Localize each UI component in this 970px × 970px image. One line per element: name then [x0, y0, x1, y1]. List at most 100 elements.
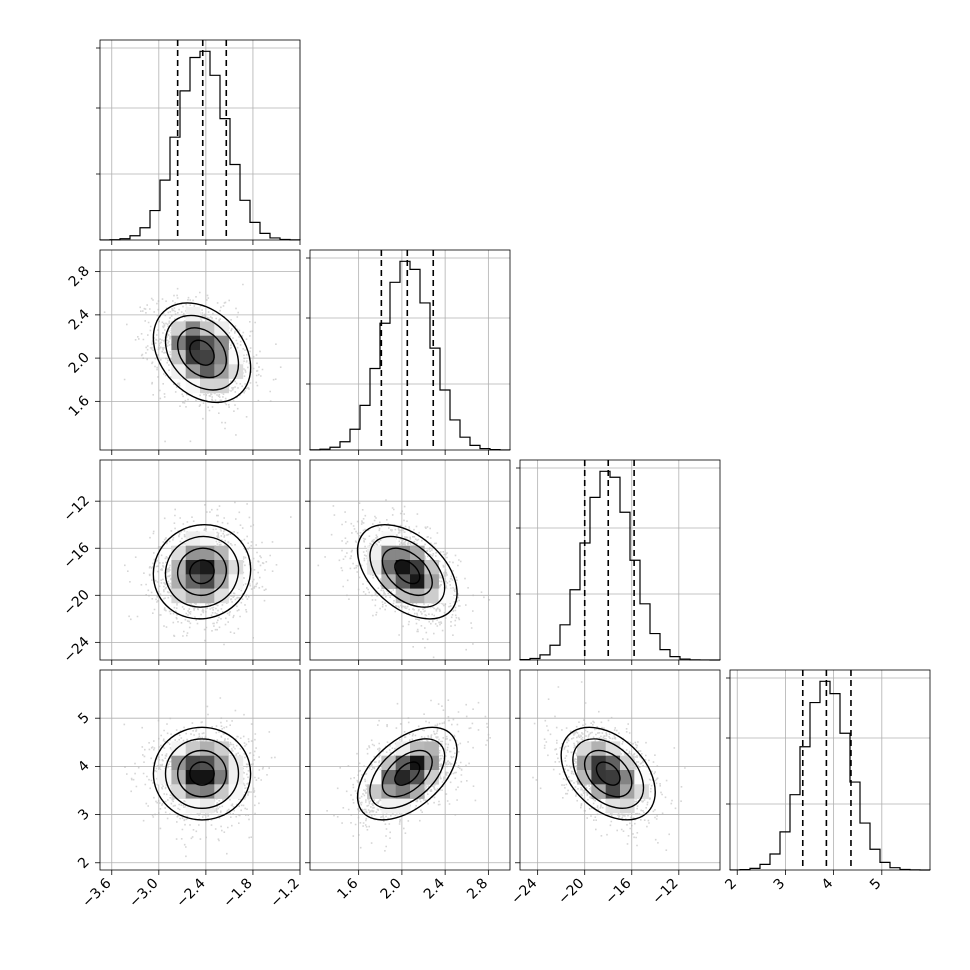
- contour-0: [189, 339, 215, 366]
- density-cell: [228, 755, 244, 771]
- density-cell: [185, 335, 201, 351]
- density-cell: [381, 798, 396, 814]
- contour-2: [164, 738, 240, 809]
- density-cell: [381, 784, 396, 799]
- density-3-1: [326, 699, 491, 852]
- contour-3: [356, 524, 458, 620]
- histogram-3: [729, 680, 931, 871]
- x-tick-label: −3.0: [126, 876, 161, 911]
- x-tick-label: −1.2: [267, 876, 302, 911]
- density-cell: [381, 545, 396, 561]
- x-tick-label: −16: [602, 875, 634, 907]
- panel-frame: [519, 669, 721, 871]
- contour-0: [394, 761, 421, 786]
- x-tick-label: −1.8: [220, 876, 255, 911]
- density-cell: [410, 545, 425, 561]
- density-cell: [395, 784, 411, 799]
- contour-0: [189, 761, 215, 786]
- density-cell: [620, 798, 635, 814]
- panel-frame: [99, 669, 301, 871]
- scatter-points: [317, 499, 491, 659]
- density-cell: [171, 588, 186, 604]
- x-tick-label: 1.6: [334, 875, 361, 902]
- y-tick-label: 5: [75, 710, 93, 728]
- density-cell: [605, 755, 621, 771]
- density-cell: [228, 784, 244, 799]
- density-cell: [185, 798, 201, 814]
- x-tick-label: −12: [649, 876, 681, 908]
- x-tick-label: 2.0: [378, 876, 405, 903]
- y-tick-label: 1.6: [66, 393, 93, 420]
- contour-1: [583, 749, 633, 798]
- panel-1-0: 1.6 2.0 2.4 2.8: [66, 249, 301, 455]
- x-tick-label: −2.4: [173, 875, 208, 910]
- contour-1: [176, 749, 227, 798]
- density-cell: [228, 350, 244, 365]
- density-cell: [200, 321, 215, 336]
- density-cell: [620, 770, 635, 785]
- density-cell: [171, 784, 186, 799]
- x-tick-label: −24: [508, 875, 540, 907]
- density-cell: [171, 545, 186, 561]
- density-cell: [395, 545, 411, 561]
- density-cell: [185, 321, 201, 336]
- x-tick-label: 4: [819, 875, 837, 893]
- density-cell: [591, 741, 606, 756]
- density-cell: [185, 307, 201, 322]
- density-cell: [410, 560, 425, 575]
- density-cell: [591, 784, 606, 799]
- density-cell: [605, 770, 621, 785]
- density-cell: [171, 321, 186, 336]
- density-cell: [228, 545, 244, 561]
- y-tick-label: −24: [61, 634, 93, 666]
- density-cell: [200, 378, 215, 394]
- density-cell: [438, 588, 454, 604]
- panel-2-0: −24 −20 −16 −12: [61, 459, 301, 666]
- density-2-1: [317, 499, 491, 659]
- x-tick-label: 2.4: [421, 875, 448, 902]
- density-cell: [185, 741, 201, 756]
- panel-frame: [309, 669, 511, 871]
- density-cell: [577, 770, 592, 785]
- panel-frame: [309, 249, 511, 451]
- panel-2-2: [516, 459, 721, 665]
- density-cell: [395, 574, 411, 589]
- density-cell: [214, 755, 229, 771]
- density-cell: [381, 531, 396, 546]
- contour-2: [164, 535, 240, 608]
- density-cell: [185, 784, 201, 799]
- density-cell: [395, 560, 411, 575]
- y-tick-label: −12: [61, 493, 93, 525]
- panel-3-2: −24 −20 −16 −12: [508, 669, 721, 908]
- density-cell: [185, 560, 201, 575]
- panel-3-1: 1.6 2.0 2.4 2.8: [305, 669, 511, 903]
- contour-3: [152, 302, 252, 404]
- density-cell: [185, 574, 201, 589]
- contour-2: [369, 535, 446, 608]
- density-cell: [228, 364, 244, 379]
- density-cell: [577, 741, 592, 756]
- y-tick-label: 2.4: [66, 306, 93, 333]
- density-cell: [605, 798, 621, 814]
- panel-0-0: [96, 39, 301, 245]
- density-cell: [228, 770, 244, 785]
- density-cell: [381, 574, 396, 589]
- histogram-1: [309, 260, 511, 451]
- histogram-0: [99, 50, 301, 241]
- density-cell: [200, 350, 215, 365]
- density-1-0: [103, 283, 282, 443]
- y-tick-label: −16: [61, 540, 93, 572]
- density-cell: [214, 574, 229, 589]
- density-cell: [214, 741, 229, 756]
- panel-frame: [309, 459, 511, 661]
- density-cell: [410, 741, 425, 756]
- density-cell: [200, 560, 215, 575]
- density-3-0: [123, 697, 276, 858]
- density-cell: [620, 755, 635, 771]
- contour-1: [381, 749, 433, 798]
- density-cell: [228, 560, 244, 575]
- contour-3: [560, 726, 656, 821]
- x-tick-label: −20: [555, 876, 587, 908]
- contour-1: [176, 327, 228, 379]
